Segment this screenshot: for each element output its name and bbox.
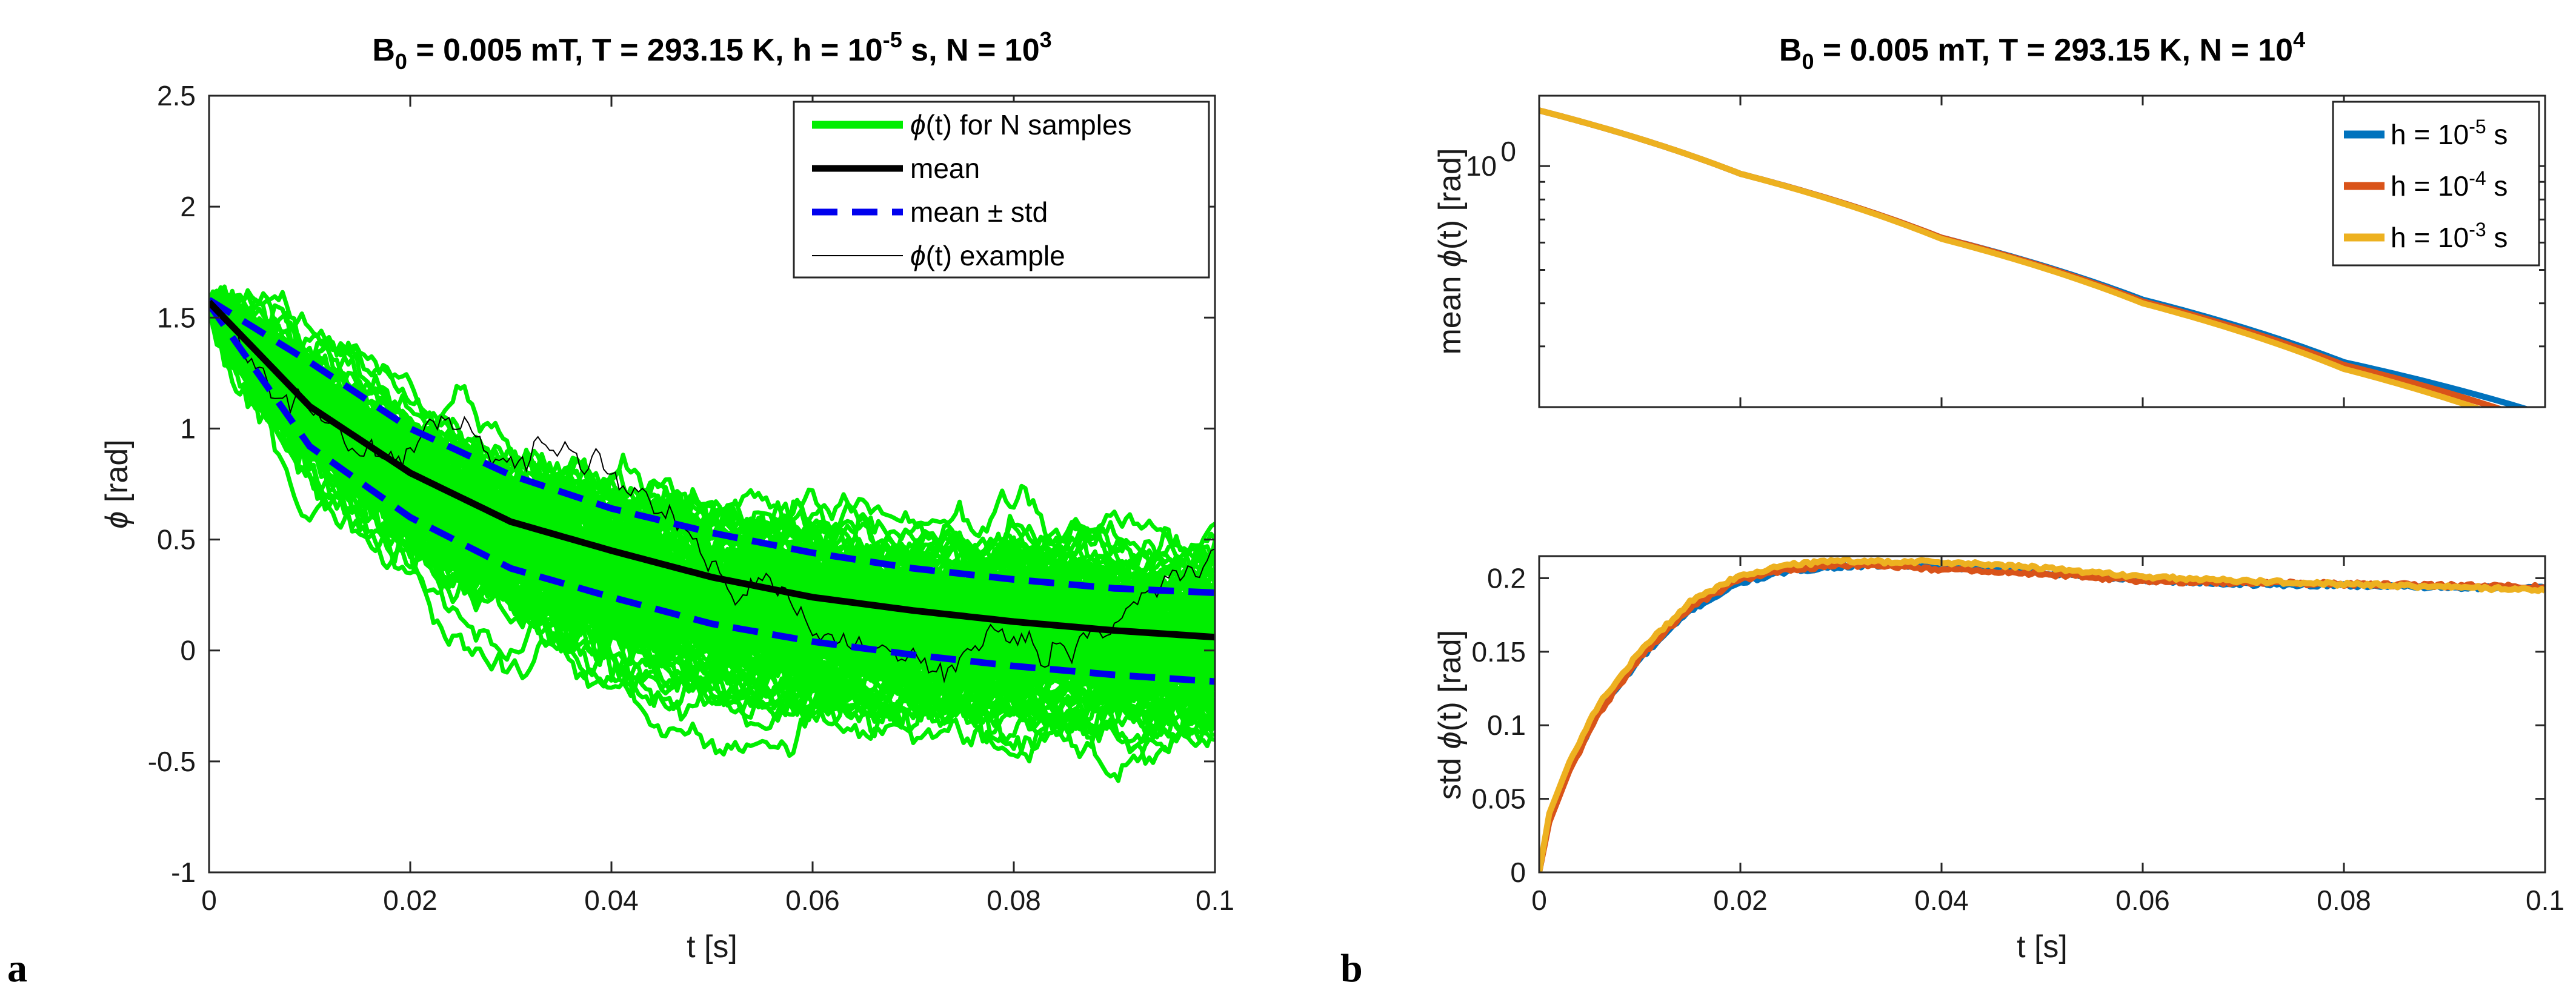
panel-letter-a: a <box>7 946 27 990</box>
x-tick-label: 0.02 <box>1713 884 1768 916</box>
y-tick-label: 0.1 <box>1487 709 1526 741</box>
x-axis-label: t [s] <box>687 929 737 964</box>
y-tick-label: 2.5 <box>157 80 196 111</box>
legend: ϕ(t) for N samples mean mean ± std ϕ(t) … <box>793 101 1210 279</box>
plot-frame <box>208 95 1216 874</box>
y-tick-label: 0.05 <box>1471 783 1526 815</box>
y-axis-label-top: mean ϕ(t) [rad] <box>1433 148 1468 354</box>
x-tick-label: 0.06 <box>2115 884 2170 916</box>
legend-label-h4: h = 10-4 s <box>2391 167 2508 202</box>
y-ticks-bottom: 0 0.05 0.1 0.15 0.2 <box>1471 562 2545 888</box>
x-axis-label-bottom: t [s] <box>2017 929 2068 964</box>
y-tick-label: 0 <box>1510 857 1526 888</box>
x-tick-label: 0.1 <box>2526 884 2564 916</box>
y-tick-label: 0 <box>180 635 196 666</box>
panel-b-top: 10 0 mean ϕ(t) [rad] h = 10-5 s h = 10-4 … <box>1433 95 2546 408</box>
mean-series-line <box>1539 107 2483 407</box>
y-axis-label-bottom: std ϕ(t) [rad] <box>1433 630 1468 800</box>
panel-b: B0 = 0.005 mT, T = 293.15 K, N = 104 10 0… <box>1340 27 2564 990</box>
plot-frame-bottom <box>1538 555 2546 874</box>
example-trace <box>209 301 1215 684</box>
x-tick-label: 0.1 <box>1196 884 1234 916</box>
mean-lines <box>1539 107 2531 407</box>
legend-top: h = 10-5 s h = 10-4 s h = 10-3 s <box>2332 101 2540 267</box>
legend-label-example: ϕ(t) example <box>910 240 1065 271</box>
panel-a: B0 = 0.005 mT, T = 293.15 K, h = 10-5 s,… <box>7 27 1234 990</box>
legend-box <box>793 101 1210 279</box>
y-ticks: -1 -0.5 0 0.5 1 1.5 2 2.5 <box>148 80 1215 888</box>
y-tick-label: 10 <box>1466 150 1497 182</box>
panel-a-title: B0 = 0.005 mT, T = 293.15 K, h = 10-5 s,… <box>372 27 1051 74</box>
sample-trace <box>209 300 1215 760</box>
sample-trace <box>209 301 1215 690</box>
legend-label-mean: mean <box>910 153 980 184</box>
x-tick-label: 0.06 <box>785 884 840 916</box>
x-tick-label: 0 <box>201 884 217 916</box>
std-series-line <box>1539 560 2545 872</box>
x-tick-label: 0 <box>1531 884 1547 916</box>
mean-plus-std-line <box>209 297 1215 596</box>
y-tick-label: 1.5 <box>157 302 196 333</box>
legend-label-std: mean ± std <box>910 196 1048 228</box>
y-tick-label: 0.5 <box>157 524 196 556</box>
x-ticks-bottom: 0 0.02 0.04 0.06 0.08 0.1 <box>1531 556 2564 916</box>
panel-letter-b: b <box>1340 946 1363 990</box>
legend-label-h5: h = 10-5 s <box>2391 116 2508 150</box>
y-tick-label: -1 <box>171 857 196 888</box>
y-tick-label: -0.5 <box>148 746 196 777</box>
y-ticks-top: 10 0 <box>1466 96 2546 408</box>
y-tick-label: 0.2 <box>1487 562 1526 594</box>
x-tick-label: 0.08 <box>2317 884 2371 916</box>
legend-label-samples: ϕ(t) for N samples <box>910 109 1132 141</box>
x-tick-label: 0.08 <box>987 884 1041 916</box>
panel-b-title: B0 = 0.005 mT, T = 293.15 K, N = 104 <box>1779 27 2305 74</box>
mean-std-lines <box>209 297 1215 685</box>
plot-frame-top <box>1538 95 2546 408</box>
mean-line <box>209 299 1215 641</box>
y-tick-label: 1 <box>180 413 196 444</box>
panel-b-bottom: 0 0.02 0.04 0.06 0.08 0.1 0 0.05 0.1 0.15 0.2 t [… <box>1433 555 2564 964</box>
sample-trace <box>209 301 1215 713</box>
legend-label-h3: h = 10-3 s <box>2391 219 2508 253</box>
y-tick-label-exp: 0 <box>1500 136 1516 167</box>
sample-traces <box>209 284 1215 783</box>
mean-minus-std-line <box>209 302 1215 685</box>
std-lines <box>1539 556 2545 872</box>
y-axis-label: ϕ [rad] <box>99 439 135 528</box>
y-tick-label: 0.15 <box>1471 636 1526 668</box>
x-tick-label: 0.02 <box>383 884 438 916</box>
y-tick-label: 2 <box>180 191 196 222</box>
x-ticks: 0 0.02 0.04 0.06 0.08 0.1 <box>201 96 1234 916</box>
x-tick-label: 0.04 <box>1914 884 1969 916</box>
std-series-line <box>1539 556 2545 872</box>
x-tick-label: 0.04 <box>584 884 639 916</box>
